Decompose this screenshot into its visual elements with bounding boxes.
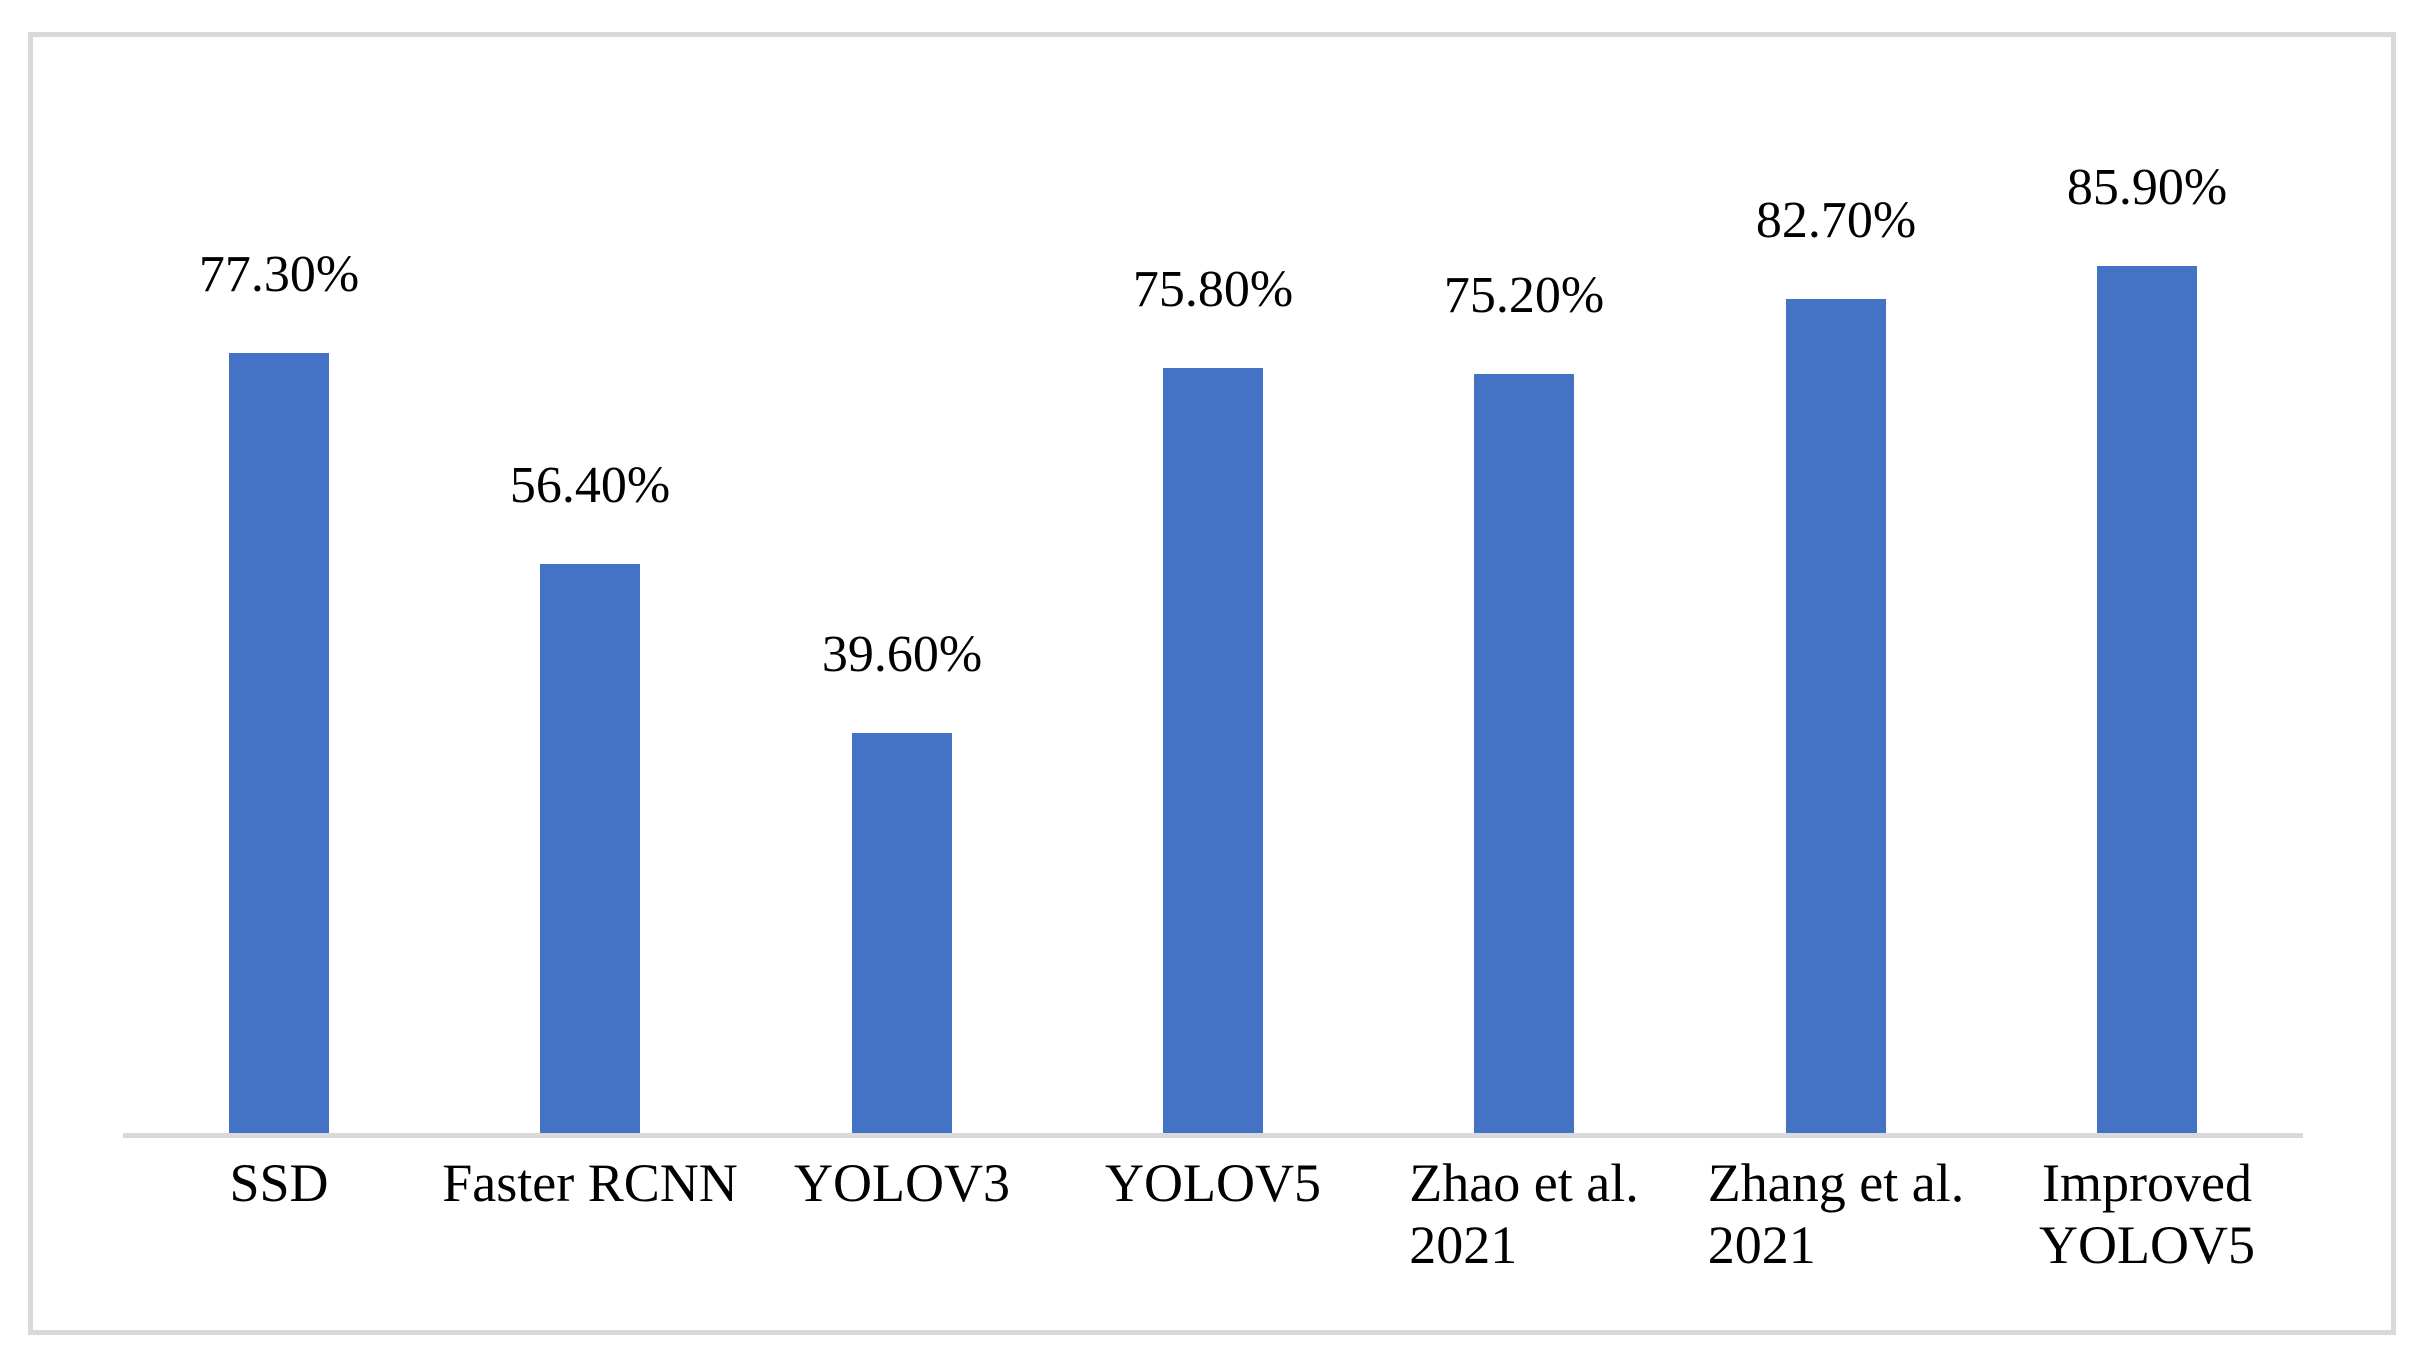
category-label: Improved YOLOV5 (1947, 1152, 2347, 1276)
category-label: YOLOV5 (1013, 1152, 1413, 1214)
x-axis-line (123, 1133, 2303, 1138)
category-label: Zhao et al. 2021 (1324, 1152, 1724, 1276)
category-label-text: Zhang et al. 2021 (1707, 1153, 1965, 1275)
bar-value-label: 75.20% (1443, 267, 1605, 324)
bar (229, 353, 329, 1133)
bar-value-label: 75.80% (1132, 261, 1294, 318)
category-label-text: YOLOV5 (1105, 1153, 1321, 1213)
category-label: Faster RCNN (390, 1152, 790, 1214)
category-label: SSD (79, 1152, 479, 1214)
category-label-text: Faster RCNN (442, 1153, 738, 1213)
bar (1163, 368, 1263, 1133)
category-label-text: SSD (229, 1153, 329, 1213)
category-label-text: YOLOV3 (794, 1153, 1010, 1213)
bar-value-label: 39.60% (821, 626, 983, 683)
bar-value-label: 56.40% (509, 457, 671, 514)
category-label-text: Improved YOLOV5 (2039, 1153, 2255, 1275)
category-label-text: Zhao et al. 2021 (1409, 1153, 1639, 1275)
bar-value-label: 85.90% (2066, 159, 2228, 216)
bar (1786, 299, 1886, 1133)
bar-value-label: 82.70% (1755, 192, 1917, 249)
bar (540, 564, 640, 1133)
bar (2097, 266, 2197, 1133)
bar (852, 733, 952, 1133)
bar (1474, 374, 1574, 1133)
category-label: YOLOV3 (702, 1152, 1102, 1214)
category-label: Zhang et al. 2021 (1636, 1152, 2036, 1276)
bar-value-label: 77.30% (198, 246, 360, 303)
